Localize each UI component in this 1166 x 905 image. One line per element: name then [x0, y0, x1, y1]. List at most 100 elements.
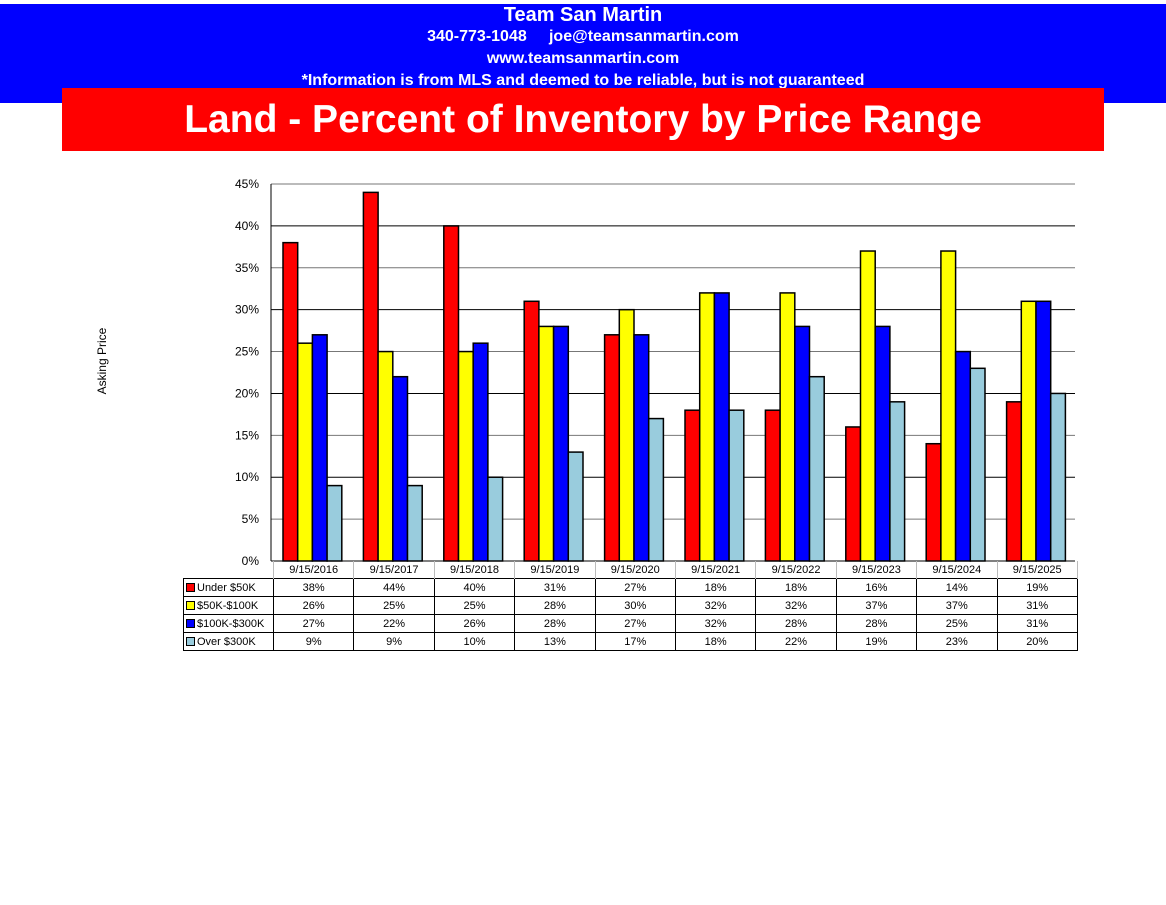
bar — [808, 375, 825, 562]
data-label: 30% — [594, 596, 676, 615]
data-label: 18% — [674, 632, 757, 651]
bar — [969, 367, 986, 562]
x-tick-label: 9/15/2016 — [273, 561, 355, 579]
data-label: 44% — [353, 578, 435, 597]
data-label: 27% — [594, 578, 676, 597]
bar — [443, 225, 460, 562]
x-tick-label: 9/15/2017 — [353, 561, 435, 579]
bar — [326, 484, 343, 562]
table-row: Under $50K 38% 44% 40% 31% 27% 18% 18% 16% 14% 19% — [183, 578, 1078, 597]
data-label: 19% — [835, 632, 918, 651]
bar — [472, 342, 489, 562]
y-tick-label: 40% — [235, 219, 259, 233]
data-label: 37% — [916, 596, 998, 615]
bar — [603, 334, 621, 562]
y-tick-label: 20% — [235, 386, 259, 400]
bar — [698, 292, 716, 562]
bar — [1005, 401, 1023, 562]
bar — [954, 350, 972, 562]
footer: Team San Martin 340-773-1048 joe@teamsan… — [0, 4, 1166, 103]
y-tick-label: 5% — [242, 512, 260, 526]
data-label: 28% — [514, 596, 596, 615]
bar — [1035, 300, 1052, 562]
bar — [728, 409, 745, 562]
bar — [567, 451, 584, 562]
y-tick-label: 35% — [235, 261, 259, 275]
footer-phone: 340-773-1048 — [427, 28, 527, 45]
page-title: Land - Percent of Inventory by Price Ran… — [62, 88, 1104, 151]
table-row: $50K-$100K 26% 25% 25% 28% 30% 32% 32% 37% 37% 31% — [183, 596, 1078, 615]
bar — [392, 375, 409, 562]
x-tick-label: 9/15/2023 — [836, 561, 918, 579]
legend-swatch — [186, 619, 195, 629]
y-tick-label: 30% — [235, 303, 259, 317]
table-corner — [183, 561, 274, 579]
bar — [362, 191, 379, 562]
bar — [377, 350, 394, 562]
data-label: 16% — [835, 578, 918, 597]
bar — [684, 409, 701, 562]
bar — [1049, 392, 1067, 562]
legend-label: $50K-$100K — [197, 599, 259, 612]
data-label: 37% — [835, 596, 918, 615]
legend-swatch — [186, 583, 195, 593]
bar — [618, 308, 635, 562]
data-label: 28% — [755, 614, 837, 633]
bar — [523, 300, 540, 562]
data-label: 32% — [674, 614, 757, 633]
legend-entry: $50K-$100K — [183, 596, 274, 615]
x-tick-label: 9/15/2022 — [755, 561, 837, 579]
bar — [487, 476, 504, 562]
bar — [296, 342, 314, 562]
data-label: 22% — [755, 632, 837, 651]
bar — [889, 401, 906, 562]
data-label: 19% — [996, 578, 1078, 597]
bar — [633, 334, 650, 562]
y-tick-label: 45% — [235, 177, 259, 191]
bar — [794, 325, 811, 562]
bar — [1020, 300, 1037, 562]
bar — [779, 292, 796, 562]
data-label: 10% — [433, 632, 516, 651]
data-label: 18% — [755, 578, 837, 597]
x-tick-label: 9/15/2024 — [916, 561, 998, 579]
footer-website[interactable]: www.teamsanmartin.com — [486, 50, 680, 67]
x-tick-label: 9/15/2021 — [675, 561, 757, 579]
bar — [552, 325, 570, 562]
data-label: 9% — [353, 632, 435, 651]
data-label: 25% — [353, 596, 435, 615]
bar — [311, 334, 328, 562]
bar — [925, 442, 942, 562]
data-label: 17% — [594, 632, 676, 651]
data-label: 20% — [996, 632, 1078, 651]
footer-disclaimer: *Information is from MLS and deemed to b… — [301, 72, 865, 89]
footer-name: Team San Martin — [503, 4, 663, 26]
data-label: 23% — [916, 632, 998, 651]
table-row: Over $300K 9% 9% 10% 13% 17% 18% 22% 19% 23% 20% — [183, 632, 1078, 651]
data-label: 32% — [674, 596, 757, 615]
bar — [940, 250, 957, 562]
x-tick-label: 9/15/2020 — [595, 561, 676, 579]
data-label: 25% — [433, 596, 516, 615]
x-tick-label: 9/15/2019 — [514, 561, 596, 579]
footer-email[interactable]: joe@teamsanmartin.com — [548, 28, 739, 45]
bar — [282, 241, 299, 562]
legend-entry: $100K-$300K — [183, 614, 274, 633]
data-label: 27% — [272, 614, 355, 633]
data-label: 18% — [674, 578, 757, 597]
bar — [874, 325, 891, 562]
data-table: 9/15/2016 9/15/2017 9/15/2018 9/15/2019 9/15… — [183, 561, 1078, 651]
y-tick-label: 10% — [235, 470, 259, 484]
bar — [845, 426, 862, 562]
legend-label: Over $300K — [197, 635, 256, 648]
bar — [713, 292, 730, 562]
data-label: 14% — [916, 578, 998, 597]
legend-swatch — [186, 601, 195, 611]
footer-contact: 340-773-1048 joe@teamsanmartin.com — [0, 26, 1166, 48]
data-label: 28% — [835, 614, 918, 633]
data-label: 25% — [916, 614, 998, 633]
data-label: 26% — [272, 596, 355, 615]
data-label: 38% — [272, 578, 355, 597]
bar — [647, 417, 665, 562]
x-tick-label: 9/15/2025 — [997, 561, 1078, 579]
